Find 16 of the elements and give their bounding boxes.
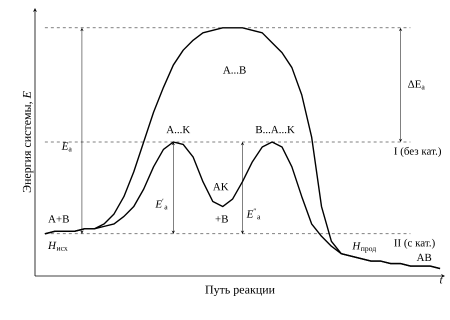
annotation: H$_{прод}$ <box>352 242 376 253</box>
annotation: E$_{а}$ <box>62 142 72 152</box>
annotation: A+B <box>48 215 69 223</box>
annotation: +B <box>216 215 228 223</box>
x-axis-title: Путь реакции <box>205 286 275 296</box>
text: t <box>440 277 443 284</box>
y-axis-title: Энергия системы, E <box>22 91 34 192</box>
annotation: I (без кат.) <box>394 146 441 158</box>
annotation: A...K <box>166 126 190 134</box>
annotation: A...B <box>222 66 246 74</box>
annotation: AB <box>416 254 432 262</box>
annotation: AK <box>212 183 229 190</box>
annotation: II (с кат.) <box>394 238 435 249</box>
annotation: ΔE$_{а}$ <box>408 80 425 90</box>
annotation: B...A...K <box>256 126 295 134</box>
annotation: H$_{исх}$ <box>48 242 68 251</box>
